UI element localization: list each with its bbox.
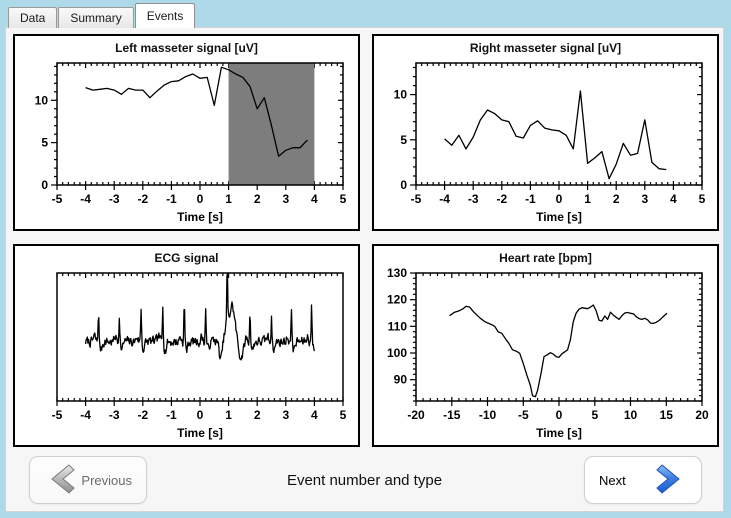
svg-text:0: 0 — [556, 192, 563, 206]
svg-text:10: 10 — [394, 88, 408, 102]
svg-text:-1: -1 — [166, 192, 177, 206]
svg-text:-20: -20 — [407, 408, 425, 422]
svg-text:10: 10 — [35, 93, 49, 107]
svg-text:90: 90 — [394, 373, 408, 387]
svg-text:-15: -15 — [443, 408, 461, 422]
svg-text:-1: -1 — [525, 192, 536, 206]
svg-text:5: 5 — [340, 408, 347, 422]
svg-text:Time [s]: Time [s] — [177, 210, 223, 224]
svg-text:5: 5 — [699, 192, 706, 206]
svg-text:5: 5 — [340, 192, 347, 206]
svg-text:3: 3 — [282, 192, 289, 206]
event-number-and-type-label: Event number and type — [286, 472, 443, 489]
svg-text:Time [s]: Time [s] — [177, 426, 223, 440]
next-button-label: Next — [599, 472, 626, 488]
chevron-right-icon — [653, 462, 687, 499]
svg-text:-3: -3 — [468, 192, 479, 206]
chart-panel-left-masseter: Left masseter signal [uV] -5 -4 -3 -2 -1 0 1 2 3… — [13, 34, 360, 231]
svg-text:3: 3 — [282, 408, 289, 422]
svg-text:-2: -2 — [137, 408, 148, 422]
svg-text:120: 120 — [387, 293, 407, 307]
next-button[interactable]: Next — [584, 456, 702, 504]
svg-text:-5: -5 — [52, 192, 63, 206]
svg-text:5: 5 — [41, 136, 48, 150]
svg-text:5: 5 — [591, 408, 598, 422]
svg-text:-1: -1 — [166, 408, 177, 422]
svg-text:1: 1 — [225, 192, 232, 206]
svg-text:110: 110 — [388, 319, 408, 333]
svg-text:4: 4 — [311, 192, 318, 206]
chart-title-heart-rate: Heart rate [bpm] — [499, 251, 592, 265]
svg-text:4: 4 — [670, 192, 677, 206]
chart-title-right-masseter: Right masseter signal [uV] — [469, 41, 622, 55]
svg-text:2: 2 — [254, 408, 261, 422]
chart-title-ecg: ECG signal — [154, 251, 219, 265]
svg-text:0: 0 — [400, 178, 407, 192]
svg-text:1: 1 — [584, 192, 591, 206]
chart-panel-heart-rate: Heart rate [bpm] -20 -15 -10 -5 0 5 10 15 20 90 10… — [372, 244, 719, 447]
svg-text:-3: -3 — [109, 408, 120, 422]
chart-canvas-heart-rate: -20 -15 -10 -5 0 5 10 15 20 90 100 110 120 130 Time [s… — [374, 266, 717, 445]
svg-text:-5: -5 — [518, 408, 529, 422]
chart-canvas-right-masseter: -5 -4 -3 -2 -1 0 1 2 3 4 5 0 5 10 Time [s] — [374, 58, 717, 229]
svg-text:-4: -4 — [80, 408, 91, 422]
chart-panel-ecg: ECG signal -5 -4 -3 -2 -1 0 1 2 3 4 5 Time [s] — [13, 244, 360, 447]
svg-text:0: 0 — [556, 408, 563, 422]
svg-text:-2: -2 — [496, 192, 507, 206]
chart-title-left-masseter: Left masseter signal [uV] — [115, 41, 258, 55]
svg-text:4: 4 — [311, 408, 318, 422]
svg-text:3: 3 — [641, 192, 648, 206]
svg-text:-10: -10 — [479, 408, 497, 422]
svg-text:1: 1 — [225, 408, 232, 422]
chart-panel-right-masseter: Right masseter signal [uV] -5 -4 -3 -2 -1 0 1 2… — [372, 34, 719, 231]
svg-text:-3: -3 — [109, 192, 120, 206]
svg-text:100: 100 — [387, 346, 407, 360]
svg-text:-2: -2 — [137, 192, 148, 206]
chart-canvas-ecg: -5 -4 -3 -2 -1 0 1 2 3 4 5 Time [s] — [15, 268, 358, 445]
previous-button[interactable]: Previous — [29, 456, 147, 504]
chevron-left-icon — [44, 462, 78, 499]
svg-text:Time [s]: Time [s] — [536, 210, 582, 224]
svg-text:-4: -4 — [80, 192, 91, 206]
tab-summary[interactable]: Summary — [58, 7, 134, 28]
svg-text:-5: -5 — [411, 192, 422, 206]
svg-text:-4: -4 — [439, 192, 450, 206]
tab-bar: Data Summary Events — [8, 3, 196, 28]
chart-canvas-left-masseter: -5 -4 -3 -2 -1 0 1 2 3 4 5 0 5 10 Time [s] — [15, 58, 358, 229]
svg-text:130: 130 — [387, 268, 407, 280]
svg-text:5: 5 — [400, 133, 407, 147]
svg-text:2: 2 — [613, 192, 620, 206]
svg-text:0: 0 — [41, 178, 48, 192]
svg-text:-5: -5 — [52, 408, 63, 422]
svg-text:2: 2 — [254, 192, 261, 206]
tab-data[interactable]: Data — [8, 7, 58, 28]
events-tab-page: Left masseter signal [uV] -5 -4 -3 -2 -1 0 1 2 3… — [5, 27, 724, 512]
svg-text:Time [s]: Time [s] — [536, 426, 582, 440]
tab-events[interactable]: Events — [134, 3, 196, 28]
svg-text:15: 15 — [660, 408, 674, 422]
svg-text:20: 20 — [695, 408, 709, 422]
previous-button-label: Previous — [81, 472, 132, 488]
svg-text:0: 0 — [197, 408, 204, 422]
svg-text:10: 10 — [624, 408, 638, 422]
svg-text:0: 0 — [197, 192, 204, 206]
